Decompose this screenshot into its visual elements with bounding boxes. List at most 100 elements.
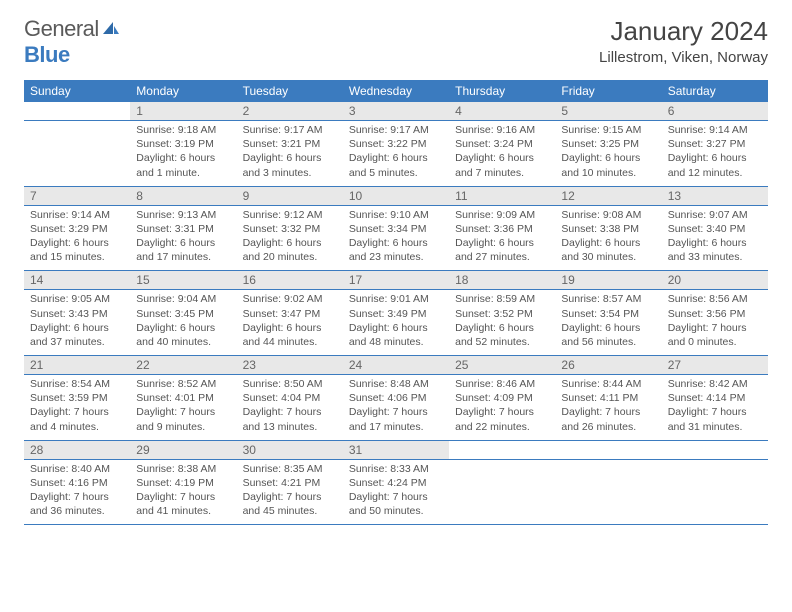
sunset-text: Sunset: 3:59 PM (30, 391, 124, 405)
sunrise-text: Sunrise: 8:44 AM (561, 377, 655, 391)
sunset-text: Sunset: 3:49 PM (349, 307, 443, 321)
day-number-cell: 28 (24, 440, 130, 459)
day-number-cell: 5 (555, 102, 661, 121)
daylight-text: Daylight: 6 hours and 40 minutes. (136, 321, 230, 349)
sunset-text: Sunset: 3:54 PM (561, 307, 655, 321)
daylight-text: Daylight: 6 hours and 1 minute. (136, 151, 230, 179)
sunset-text: Sunset: 4:14 PM (668, 391, 762, 405)
day-number-cell (662, 440, 768, 459)
day-detail-cell: Sunrise: 9:05 AMSunset: 3:43 PMDaylight:… (24, 290, 130, 356)
logo: GeneralBlue (24, 16, 121, 68)
sunset-text: Sunset: 3:40 PM (668, 222, 762, 236)
daylight-text: Daylight: 6 hours and 48 minutes. (349, 321, 443, 349)
sunset-text: Sunset: 3:25 PM (561, 137, 655, 151)
sunset-text: Sunset: 3:27 PM (668, 137, 762, 151)
day-number-row: 78910111213 (24, 186, 768, 205)
sunrise-text: Sunrise: 9:17 AM (349, 123, 443, 137)
daylight-text: Daylight: 7 hours and 4 minutes. (30, 405, 124, 433)
sunrise-text: Sunrise: 9:07 AM (668, 208, 762, 222)
sunrise-text: Sunrise: 8:52 AM (136, 377, 230, 391)
day-number-row: 28293031 (24, 440, 768, 459)
day-number-cell: 23 (237, 356, 343, 375)
day-number-cell: 14 (24, 271, 130, 290)
day-detail-cell (555, 459, 661, 525)
day-number-cell: 8 (130, 186, 236, 205)
day-detail-cell: Sunrise: 8:52 AMSunset: 4:01 PMDaylight:… (130, 375, 236, 441)
day-number-cell: 22 (130, 356, 236, 375)
sunrise-text: Sunrise: 9:15 AM (561, 123, 655, 137)
day-detail-cell: Sunrise: 8:33 AMSunset: 4:24 PMDaylight:… (343, 459, 449, 525)
day-detail-row: Sunrise: 9:05 AMSunset: 3:43 PMDaylight:… (24, 290, 768, 356)
day-number-cell (555, 440, 661, 459)
day-detail-cell (662, 459, 768, 525)
day-number-cell: 12 (555, 186, 661, 205)
day-number-cell: 15 (130, 271, 236, 290)
daylight-text: Daylight: 7 hours and 0 minutes. (668, 321, 762, 349)
day-detail-row: Sunrise: 9:14 AMSunset: 3:29 PMDaylight:… (24, 205, 768, 271)
daylight-text: Daylight: 6 hours and 10 minutes. (561, 151, 655, 179)
daylight-text: Daylight: 6 hours and 12 minutes. (668, 151, 762, 179)
day-detail-cell: Sunrise: 8:35 AMSunset: 4:21 PMDaylight:… (237, 459, 343, 525)
weekday-header: Wednesday (343, 80, 449, 102)
sunset-text: Sunset: 3:31 PM (136, 222, 230, 236)
day-number-cell: 9 (237, 186, 343, 205)
day-number-cell: 27 (662, 356, 768, 375)
sunrise-text: Sunrise: 8:38 AM (136, 462, 230, 476)
calendar-body: 123456Sunrise: 9:18 AMSunset: 3:19 PMDay… (24, 102, 768, 525)
sunset-text: Sunset: 3:43 PM (30, 307, 124, 321)
day-number-row: 21222324252627 (24, 356, 768, 375)
sunset-text: Sunset: 4:11 PM (561, 391, 655, 405)
sunrise-text: Sunrise: 8:33 AM (349, 462, 443, 476)
sunset-text: Sunset: 4:19 PM (136, 476, 230, 490)
day-number-cell: 1 (130, 102, 236, 121)
day-number-cell: 16 (237, 271, 343, 290)
day-number-cell: 10 (343, 186, 449, 205)
sunset-text: Sunset: 3:34 PM (349, 222, 443, 236)
daylight-text: Daylight: 6 hours and 27 minutes. (455, 236, 549, 264)
daylight-text: Daylight: 6 hours and 7 minutes. (455, 151, 549, 179)
sunset-text: Sunset: 4:16 PM (30, 476, 124, 490)
sunset-text: Sunset: 3:21 PM (243, 137, 337, 151)
sunrise-text: Sunrise: 8:35 AM (243, 462, 337, 476)
daylight-text: Daylight: 7 hours and 9 minutes. (136, 405, 230, 433)
daylight-text: Daylight: 7 hours and 41 minutes. (136, 490, 230, 518)
day-detail-cell: Sunrise: 9:01 AMSunset: 3:49 PMDaylight:… (343, 290, 449, 356)
sunset-text: Sunset: 4:04 PM (243, 391, 337, 405)
sunset-text: Sunset: 3:32 PM (243, 222, 337, 236)
day-number-cell: 31 (343, 440, 449, 459)
daylight-text: Daylight: 7 hours and 22 minutes. (455, 405, 549, 433)
sunrise-text: Sunrise: 9:18 AM (136, 123, 230, 137)
sunset-text: Sunset: 3:19 PM (136, 137, 230, 151)
daylight-text: Daylight: 6 hours and 17 minutes. (136, 236, 230, 264)
day-detail-cell: Sunrise: 8:46 AMSunset: 4:09 PMDaylight:… (449, 375, 555, 441)
sunrise-text: Sunrise: 8:56 AM (668, 292, 762, 306)
sunrise-text: Sunrise: 9:08 AM (561, 208, 655, 222)
day-detail-cell: Sunrise: 9:04 AMSunset: 3:45 PMDaylight:… (130, 290, 236, 356)
day-detail-cell: Sunrise: 8:56 AMSunset: 3:56 PMDaylight:… (662, 290, 768, 356)
weekday-header-row: Sunday Monday Tuesday Wednesday Thursday… (24, 80, 768, 102)
day-number-cell: 18 (449, 271, 555, 290)
logo-text: GeneralBlue (24, 16, 121, 68)
sunset-text: Sunset: 3:45 PM (136, 307, 230, 321)
day-number-cell: 26 (555, 356, 661, 375)
calendar-page: GeneralBlue January 2024 Lillestrom, Vik… (0, 0, 792, 541)
sunrise-text: Sunrise: 8:54 AM (30, 377, 124, 391)
weekday-header: Monday (130, 80, 236, 102)
day-detail-cell (449, 459, 555, 525)
logo-text-1: General (24, 16, 99, 41)
day-number-cell: 19 (555, 271, 661, 290)
day-number-cell: 11 (449, 186, 555, 205)
daylight-text: Daylight: 7 hours and 26 minutes. (561, 405, 655, 433)
daylight-text: Daylight: 7 hours and 13 minutes. (243, 405, 337, 433)
day-detail-cell: Sunrise: 9:02 AMSunset: 3:47 PMDaylight:… (237, 290, 343, 356)
day-detail-cell: Sunrise: 9:10 AMSunset: 3:34 PMDaylight:… (343, 205, 449, 271)
daylight-text: Daylight: 6 hours and 37 minutes. (30, 321, 124, 349)
day-detail-cell: Sunrise: 9:09 AMSunset: 3:36 PMDaylight:… (449, 205, 555, 271)
day-detail-cell: Sunrise: 9:08 AMSunset: 3:38 PMDaylight:… (555, 205, 661, 271)
day-number-cell: 3 (343, 102, 449, 121)
daylight-text: Daylight: 7 hours and 50 minutes. (349, 490, 443, 518)
sunrise-text: Sunrise: 9:13 AM (136, 208, 230, 222)
sunrise-text: Sunrise: 9:14 AM (668, 123, 762, 137)
weekday-header: Thursday (449, 80, 555, 102)
daylight-text: Daylight: 7 hours and 17 minutes. (349, 405, 443, 433)
